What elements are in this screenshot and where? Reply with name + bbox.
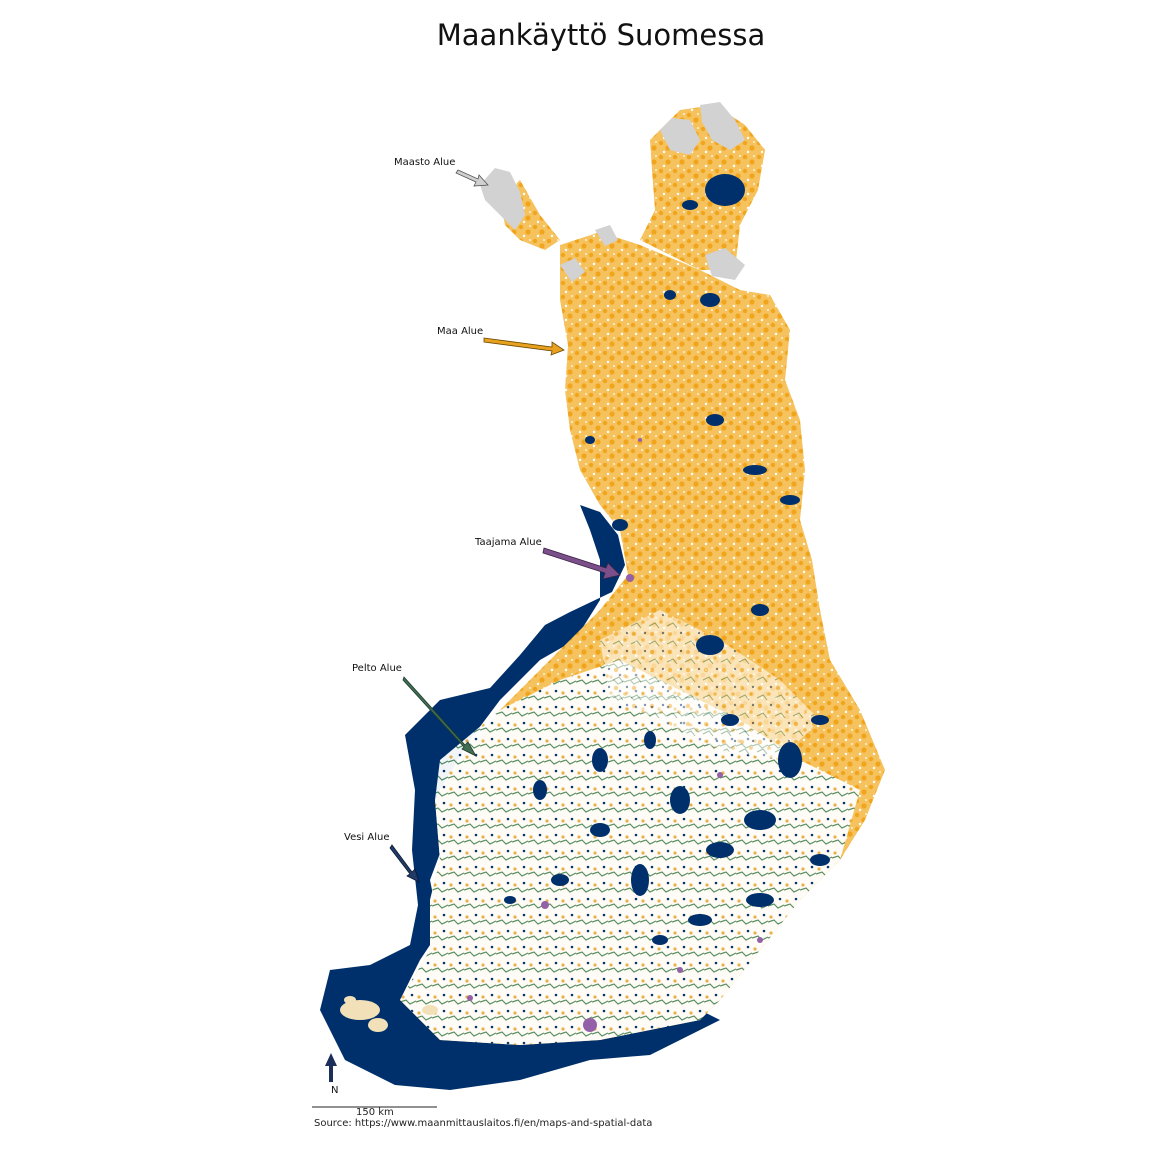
lakes [504, 174, 830, 945]
terrain-areas [480, 102, 745, 282]
north-label: N [331, 1085, 339, 1096]
urban-areas [467, 438, 763, 1032]
arrow-vesi [389, 844, 420, 883]
archipelago-islands [340, 996, 438, 1032]
arrow-maasto [455, 169, 489, 187]
arrow-pelto [402, 676, 478, 757]
label-pelto-alue: Pelto Alue [352, 663, 402, 674]
label-maasto-alue: Maasto Alue [394, 157, 456, 168]
northern-tip [640, 105, 765, 270]
central-mixed-area [600, 610, 820, 760]
arrow-taajama [542, 547, 621, 580]
annotation-arrows [389, 169, 621, 883]
label-maa-alue: Maa Alue [437, 326, 484, 337]
southern-mixed-area [400, 660, 860, 1045]
north-arrow-icon [325, 1053, 337, 1082]
label-taajama-alue: Taajama Alue [475, 537, 542, 548]
source-text: Source: https://www.maanmittauslaitos.fi… [314, 1118, 653, 1129]
scale-bar-label: 150 km [356, 1107, 394, 1118]
arrow-maa [483, 337, 565, 356]
map-title: Maankäyttö Suomessa [436, 18, 766, 52]
label-vesi-alue: Vesi Alue [344, 832, 390, 843]
sea-area [320, 505, 720, 1090]
